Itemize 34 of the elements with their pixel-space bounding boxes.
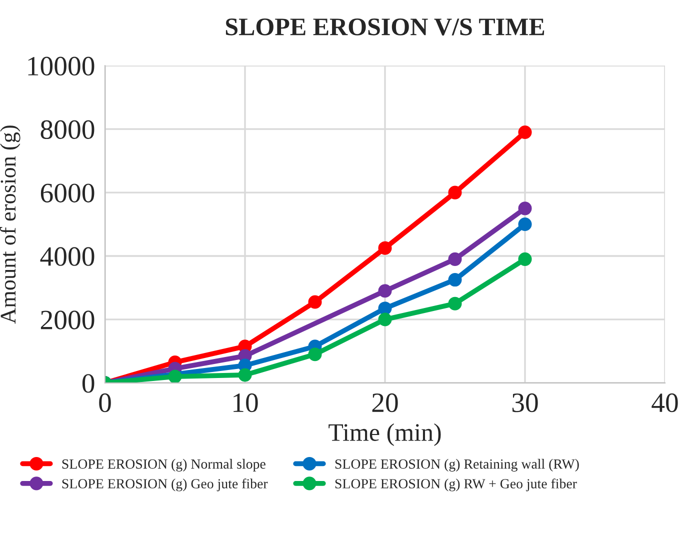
legend-label: SLOPE EROSION (g) RW + Geo jute fiber xyxy=(335,478,577,492)
legend-label: SLOPE EROSION (g) Normal slope xyxy=(62,458,266,472)
point xyxy=(308,348,322,362)
point xyxy=(448,296,462,310)
point xyxy=(448,273,462,287)
point xyxy=(378,284,392,298)
x-axis-title: Time (min) xyxy=(328,423,441,446)
y-tick-label: 2000 xyxy=(40,310,94,330)
point xyxy=(518,252,532,266)
point xyxy=(238,368,252,382)
y-tick-label: 8000 xyxy=(40,120,94,140)
y-tick-label: 4000 xyxy=(40,247,94,266)
y-tick-label: 6000 xyxy=(40,184,94,202)
point xyxy=(168,370,182,383)
point xyxy=(378,241,392,255)
point xyxy=(448,186,462,200)
point xyxy=(308,295,322,309)
point xyxy=(448,252,462,266)
x-tick-label: 40 xyxy=(652,393,678,412)
legend-label: SLOPE EROSION (g) Retaining wall (RW) xyxy=(335,458,579,472)
point xyxy=(518,202,532,216)
point xyxy=(378,302,392,316)
x-tick-label: 20 xyxy=(372,393,398,412)
point xyxy=(378,312,392,326)
x-tick-label: 0 xyxy=(99,393,111,412)
y-tick-label: 0 xyxy=(82,374,94,393)
x-tick-label: 30 xyxy=(512,393,538,412)
legend-label: SLOPE EROSION (g) Geo jute fiber xyxy=(62,478,268,492)
y-axis-title: Amount of erosion (g) xyxy=(0,126,20,324)
point xyxy=(518,125,532,140)
chart-title: SLOPE EROSION V/S TIME xyxy=(226,18,544,36)
point xyxy=(518,218,532,232)
x-tick-label: 10 xyxy=(234,393,258,412)
y-tick-label: 10000 xyxy=(28,56,94,76)
